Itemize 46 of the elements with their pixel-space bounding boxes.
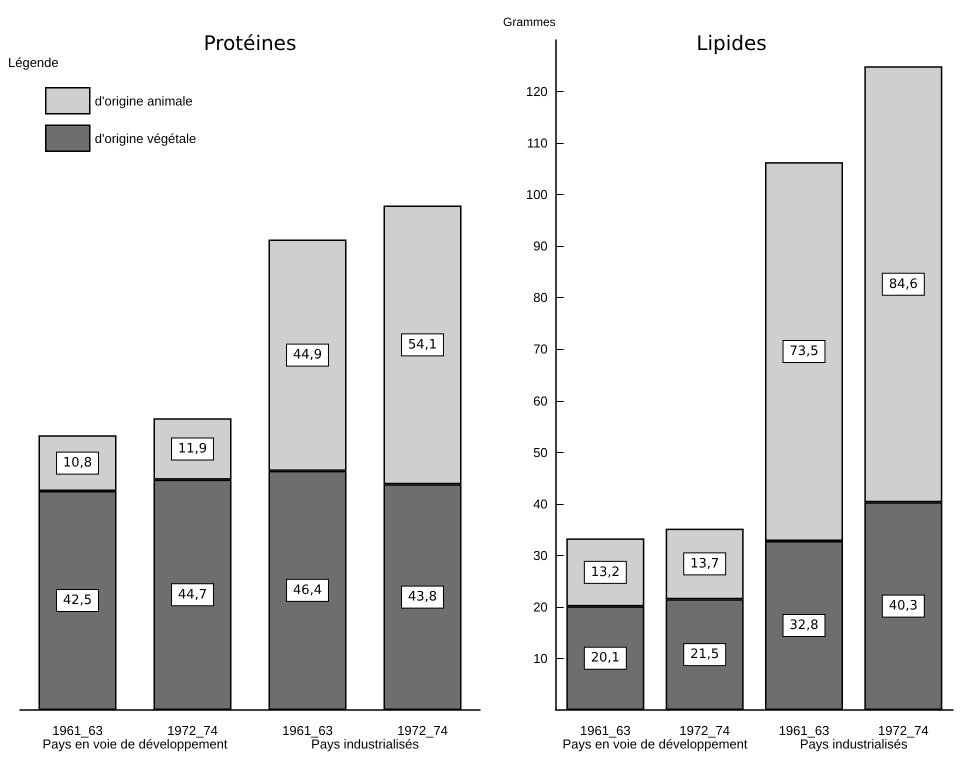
data-label: 54,1	[408, 337, 437, 352]
x-tick-label: 1961_63	[580, 723, 631, 738]
y-tick-label: 70	[533, 342, 548, 357]
text: Pays en voie de développement	[562, 736, 748, 752]
text: Pays industrialisés	[800, 736, 908, 752]
data-label: 44,9	[293, 348, 322, 363]
x-tick-label: 1961_63	[778, 723, 830, 738]
y-tick-label: 10	[533, 650, 548, 666]
y-tick-label: 30	[533, 548, 548, 563]
data-label: 43,8	[408, 590, 437, 605]
y-tick-label: 40	[533, 496, 548, 512]
legend-label: d'origine animale	[94, 93, 193, 108]
data-label: 13,7	[690, 556, 720, 572]
data-label: 42,5	[63, 592, 92, 608]
x-tick-label: 1972_74	[679, 723, 730, 738]
y-tick-label: 80	[533, 290, 548, 306]
data-label: 84,6	[888, 276, 918, 292]
y-axis-title: Grammes	[503, 15, 556, 29]
data-label: 20,1	[590, 650, 620, 666]
data-label: 73,5	[790, 344, 818, 360]
x-tick-label: 1972_74	[167, 723, 218, 738]
y-tick-label: 100	[526, 187, 548, 202]
chart-title: Lipides	[696, 31, 767, 55]
y-tick-label: 120	[526, 84, 548, 100]
y-tick-label: 20	[533, 599, 548, 614]
x-tick-label: 1972_74	[878, 723, 929, 738]
y-tick-label: 110	[526, 136, 548, 151]
legend-title: Légende	[8, 55, 59, 70]
data-label: 44,7	[178, 587, 207, 602]
chart-title: Protéines	[204, 31, 296, 55]
y-tick-label: 60	[533, 393, 548, 408]
data-label: 40,3	[888, 598, 918, 614]
x-tick-label: 1961_63	[52, 723, 103, 738]
x-tick-label: 1972_74	[397, 723, 448, 738]
data-label: 32,8	[790, 618, 818, 633]
data-label: 10,8	[63, 456, 92, 471]
y-tick-label: 50	[533, 444, 548, 460]
legend-label: d'origine végétale	[94, 130, 196, 146]
data-label: 46,4	[293, 582, 322, 598]
y-tick-label: 90	[533, 238, 548, 254]
data-label: 11,9	[178, 441, 207, 456]
data-label: 13,2	[590, 564, 620, 580]
x-tick-label: 1961_63	[282, 723, 333, 738]
text: Pays industrialisés	[311, 736, 420, 752]
text: Pays en voie de développement	[42, 736, 228, 752]
data-label: 21,5	[690, 647, 720, 662]
